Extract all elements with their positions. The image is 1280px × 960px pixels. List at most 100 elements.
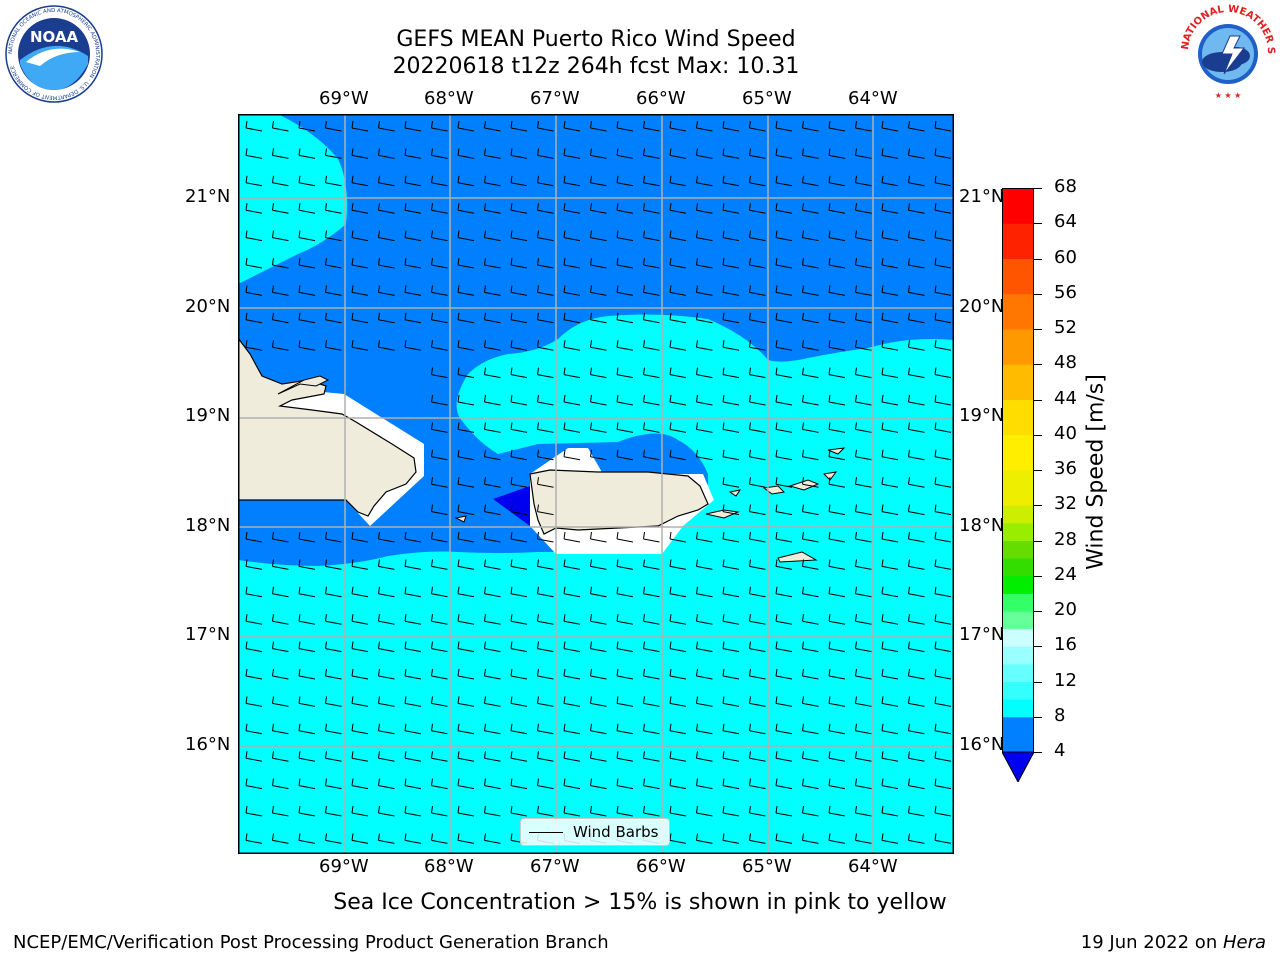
wind-barb [722,833,740,844]
wind-barb [563,668,581,680]
wind-barb [775,723,793,735]
wind-barb [802,504,819,516]
wind-barb [722,641,740,653]
wind-barb [802,614,819,625]
wind-barb [431,449,448,461]
land-vieques [705,509,740,519]
wind-barb [457,586,475,598]
wind-barb [881,203,899,214]
wind-barb [378,531,395,543]
wind-barb [378,340,395,351]
wind-barb [351,668,369,680]
wind-barb [908,586,925,598]
colorbar-tick-mark [1034,646,1042,648]
wind-barb [325,751,342,762]
wind-barb [749,559,766,570]
wind-barb [272,723,289,735]
colorbar-tick-mark [1034,188,1042,189]
wind-barb [643,614,660,625]
wind-barb [802,203,819,214]
wind-barb [855,805,872,817]
wind-barb [643,641,660,653]
wind-barb [590,723,607,735]
wind-barb [855,449,872,461]
wind-barb [510,559,528,570]
wind-barb [272,120,289,132]
wind-barb [563,559,581,570]
lat-label-left-19n: 19°N [185,405,231,426]
lat-label-left-18n: 18°N [185,515,231,536]
wind-barb [272,230,289,242]
wind-barb [431,504,448,516]
wind-barb [722,175,740,187]
wind-barb [351,257,369,269]
lat-label-left-17n: 17°N [185,624,231,645]
wind-barb [616,257,634,269]
wind-barb [590,696,607,707]
wind-barb [590,422,607,433]
lat-label-right-18n: 18°N [959,515,1005,536]
wind-barb [510,285,528,296]
lon-label-top-67w: 67°W [530,88,580,109]
wind-barb [802,559,819,570]
wind-barb [669,230,687,242]
colorbar-tick-label: 12 [1054,669,1077,691]
wind-barb [272,696,289,707]
wind-barb [590,203,607,214]
wind-barb [855,504,872,516]
wind-barb [669,257,687,269]
svg-text:NOAA: NOAA [30,28,79,46]
wind-barb [934,805,952,817]
wind-barb [934,367,952,379]
wind-barb [590,175,607,187]
wind-barb [272,148,289,159]
wind-barb [457,257,475,269]
wind-barb [563,449,581,461]
wind-barb [484,477,501,488]
wind-barb [722,285,740,296]
wind-barb [351,285,369,296]
wind-barb [775,340,793,351]
wind-barb [457,805,475,817]
wind-barb [775,175,793,187]
wind-barb [934,477,952,488]
wind-barb [749,614,766,625]
wind-barb [537,751,554,762]
wind-barb [643,751,660,762]
wind-barb [908,531,925,543]
svg-text:★ ★ ★: ★ ★ ★ [1215,91,1242,100]
wind-barb [643,449,660,461]
wind-barb [616,559,634,570]
wind-barb [616,120,634,132]
wind-barb [510,531,528,543]
wind-barb [643,422,660,433]
wind-barb [457,641,475,653]
wind-barb [828,696,846,707]
wind-barb [828,312,846,324]
wind-barb [431,696,448,707]
wind-barb [722,340,740,351]
wind-barb [245,696,263,707]
wind-barb [643,367,660,379]
wind-barb [722,230,740,242]
wind-barb [775,751,793,762]
wind-barb [298,668,316,680]
wind-barb [775,449,793,461]
wind-barb [855,531,872,543]
wind-barb [855,641,872,653]
wind-barb [722,477,740,488]
wind-barb [272,559,289,570]
wind-barb [484,285,501,296]
wind-barb [722,120,740,132]
wind-barb [616,230,634,242]
wind-barb [245,778,263,790]
wind-barb [775,120,793,132]
wind-barb [775,778,793,790]
wind-barb [537,559,554,570]
wind-barb [537,668,554,680]
map-subtitle: 20220618 t12z 264h fcst Max: 10.31 [392,54,800,79]
colorbar-tick-label: 60 [1054,246,1077,268]
wind-barb [881,148,899,159]
wind-barb [881,312,899,324]
wind-barb [245,340,263,351]
